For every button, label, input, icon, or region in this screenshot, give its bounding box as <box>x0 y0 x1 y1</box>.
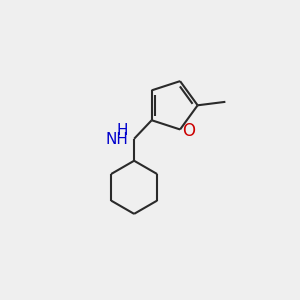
Text: O: O <box>182 122 195 140</box>
Text: H: H <box>117 122 128 137</box>
Text: NH: NH <box>106 132 128 147</box>
